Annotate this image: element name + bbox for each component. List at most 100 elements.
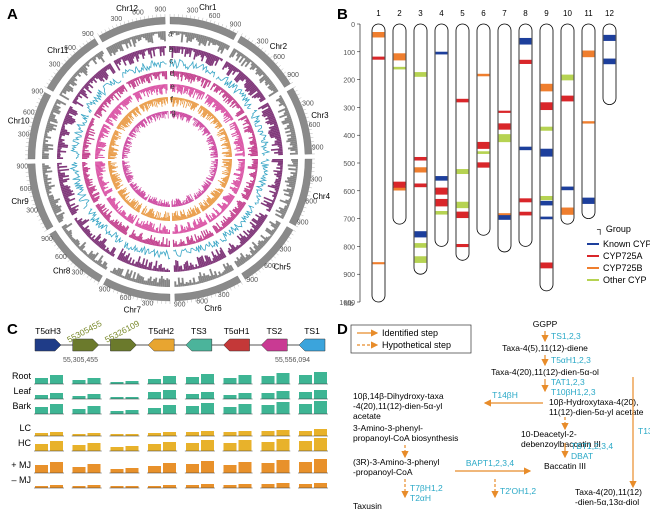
svg-text:200: 200 xyxy=(343,78,355,85)
svg-text:T10βH1,2,3: T10βH1,2,3 xyxy=(551,387,596,397)
svg-text:Taxa-4(20),11(12): Taxa-4(20),11(12) xyxy=(575,487,642,497)
svg-text:– MJ: – MJ xyxy=(11,475,31,485)
chr-label: Chr10 xyxy=(8,116,30,125)
track-label: b xyxy=(169,45,174,54)
svg-text:300: 300 xyxy=(72,269,84,276)
svg-text:HC: HC xyxy=(18,438,31,448)
svg-text:300: 300 xyxy=(280,247,292,254)
svg-text:2: 2 xyxy=(397,9,402,18)
svg-text:300: 300 xyxy=(26,208,38,215)
svg-text:900: 900 xyxy=(31,89,43,96)
svg-text:BAPT1,2,3,4: BAPT1,2,3,4 xyxy=(466,458,514,468)
circos-plot: Chr1300600900Chr2300600900Chr3300600900C… xyxy=(5,2,330,314)
svg-text:300: 300 xyxy=(49,61,61,68)
svg-text:900: 900 xyxy=(312,144,324,151)
svg-text:600: 600 xyxy=(264,263,276,270)
svg-text:600: 600 xyxy=(209,13,221,20)
svg-text:LC: LC xyxy=(19,423,31,433)
svg-text:10-Deacetyl-2-: 10-Deacetyl-2- xyxy=(521,429,577,439)
svg-text:900: 900 xyxy=(16,164,28,171)
svg-text:55,556,094: 55,556,094 xyxy=(275,357,310,364)
svg-text:10β-Hydroxytaxa-4(20),: 10β-Hydroxytaxa-4(20), xyxy=(549,397,638,407)
svg-text:T5αH3: T5αH3 xyxy=(35,326,61,336)
svg-text:Baccatin III: Baccatin III xyxy=(544,461,586,471)
svg-text:0: 0 xyxy=(351,22,355,29)
svg-text:300: 300 xyxy=(343,105,355,112)
svg-text:600: 600 xyxy=(273,54,285,61)
svg-text:GGPP: GGPP xyxy=(533,319,558,329)
svg-text:T7βH1,2: T7βH1,2 xyxy=(410,483,443,493)
svg-text:CYP725A: CYP725A xyxy=(603,251,643,261)
svg-text:11(12)-dien-5α-yl acetate: 11(12)-dien-5α-yl acetate xyxy=(549,407,644,417)
svg-text:900: 900 xyxy=(246,277,258,284)
gene-arrow xyxy=(224,339,250,351)
chr-label: Chr9 xyxy=(11,197,29,206)
svg-text:3-Amino-3-phenyl-: 3-Amino-3-phenyl- xyxy=(353,423,423,433)
chromosome xyxy=(561,24,574,224)
svg-text:TBT1,2,3,4: TBT1,2,3,4 xyxy=(571,441,613,451)
svg-text:300: 300 xyxy=(257,39,269,46)
svg-text:10β,14β-Dihydroxy-taxa: 10β,14β-Dihydroxy-taxa xyxy=(353,391,444,401)
svg-text:-propanoyl-CoA: -propanoyl-CoA xyxy=(353,467,413,477)
svg-text:100: 100 xyxy=(343,50,355,57)
track-label: c xyxy=(169,57,173,66)
svg-text:TS1,2,3: TS1,2,3 xyxy=(551,331,581,341)
svg-text:T14βH: T14βH xyxy=(492,390,518,400)
svg-text:T5αH1: T5αH1 xyxy=(224,326,250,336)
track-label: a xyxy=(168,30,173,39)
karyotype-plot: 01002003004005006007008009001000Mb123456… xyxy=(332,2,650,314)
track-label: g xyxy=(171,108,175,117)
svg-text:Taxa-4(5),11(12)-diene: Taxa-4(5),11(12)-diene xyxy=(502,343,588,353)
svg-text:Taxa-4(20),11(12)-dien-5α-ol: Taxa-4(20),11(12)-dien-5α-ol xyxy=(491,367,599,377)
svg-text:TS3: TS3 xyxy=(191,326,207,336)
svg-text:T13αH1,2: T13αH1,2 xyxy=(638,426,650,436)
svg-text:900: 900 xyxy=(41,236,53,243)
svg-text:600: 600 xyxy=(309,122,321,129)
svg-text:11: 11 xyxy=(584,9,593,18)
svg-text:3: 3 xyxy=(418,9,423,18)
svg-text:Taxusin: Taxusin xyxy=(353,501,382,511)
svg-text:900: 900 xyxy=(174,302,186,309)
svg-text:300: 300 xyxy=(310,177,322,184)
svg-text:DBAT: DBAT xyxy=(571,451,593,461)
svg-text:900: 900 xyxy=(297,219,309,226)
svg-text:600: 600 xyxy=(132,10,144,17)
svg-text:CYP725B: CYP725B xyxy=(603,263,643,273)
pathway-diagram: Identified stepHypothetical stepGGPPTS1,… xyxy=(335,319,650,519)
chr-label: Chr5 xyxy=(274,262,292,271)
svg-text:Hypothetical step: Hypothetical step xyxy=(382,340,451,350)
svg-text:acetate: acetate xyxy=(353,411,381,421)
svg-text:600: 600 xyxy=(305,199,317,206)
svg-text:Root: Root xyxy=(12,371,32,381)
svg-text:Leaf: Leaf xyxy=(13,386,31,396)
svg-text:8: 8 xyxy=(523,9,528,18)
svg-text:300: 300 xyxy=(187,8,199,15)
svg-text:Other CYP: Other CYP xyxy=(603,275,647,285)
svg-text:900: 900 xyxy=(287,72,299,79)
svg-text:600: 600 xyxy=(120,295,132,302)
svg-text:600: 600 xyxy=(343,189,355,196)
svg-text:┐ Group: ┐ Group xyxy=(597,224,631,235)
svg-text:+ MJ: + MJ xyxy=(11,460,31,470)
gene-arrow xyxy=(261,339,287,351)
svg-text:7: 7 xyxy=(502,9,507,18)
chromosome xyxy=(477,24,490,235)
svg-text:TS2: TS2 xyxy=(266,326,282,336)
svg-text:T2αH: T2αH xyxy=(410,493,431,503)
svg-text:800: 800 xyxy=(343,244,355,251)
svg-text:TS1: TS1 xyxy=(304,326,320,336)
gene-arrow xyxy=(299,339,325,351)
svg-text:600: 600 xyxy=(196,298,208,305)
svg-text:600: 600 xyxy=(23,109,35,116)
svg-text:600: 600 xyxy=(20,186,32,193)
svg-text:TAT1,2,3: TAT1,2,3 xyxy=(551,377,585,387)
svg-text:12: 12 xyxy=(605,9,614,18)
svg-text:T5αH1,2,3: T5αH1,2,3 xyxy=(551,355,591,365)
chromosome xyxy=(456,24,469,260)
svg-text:-dien-5α,13α-diol: -dien-5α,13α-diol xyxy=(575,497,639,507)
chr-label: Chr2 xyxy=(270,42,288,51)
svg-text:300: 300 xyxy=(142,300,154,307)
track-label: d xyxy=(170,69,174,78)
svg-text:500: 500 xyxy=(343,161,355,168)
svg-text:300: 300 xyxy=(18,131,30,138)
